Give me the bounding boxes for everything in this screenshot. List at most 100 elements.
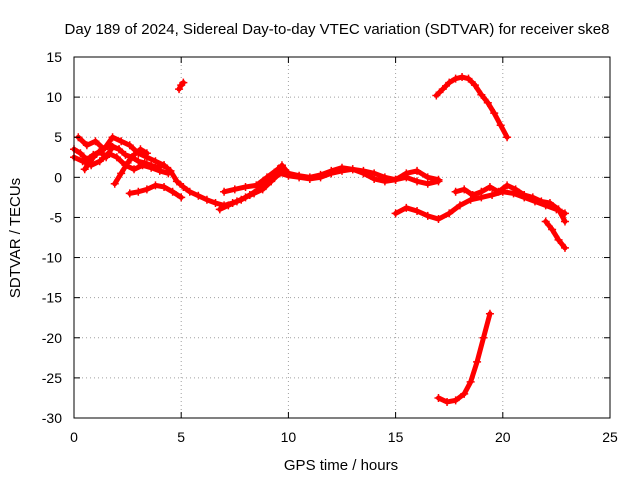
- data-point: [164, 169, 173, 178]
- data-point: [423, 173, 432, 182]
- data-point: [477, 187, 486, 196]
- y-tick-label: 10: [46, 89, 62, 105]
- data-point: [80, 165, 89, 174]
- data-point: [258, 185, 267, 194]
- series-arc-7: [175, 78, 188, 94]
- data-point: [224, 201, 233, 210]
- series-line: [393, 189, 568, 222]
- data-point: [548, 225, 557, 234]
- series-arc-15: [434, 309, 494, 406]
- data-point: [160, 161, 169, 170]
- y-tick-label: -5: [50, 209, 63, 225]
- data-point: [391, 175, 400, 184]
- data-point: [147, 163, 156, 172]
- data-point: [241, 193, 250, 202]
- x-tick-label: 10: [281, 429, 297, 445]
- data-point: [273, 166, 282, 175]
- data-point: [117, 137, 126, 146]
- data-point: [262, 173, 271, 182]
- y-tick-label: -15: [42, 290, 62, 306]
- data-point: [496, 121, 505, 130]
- series-arc-13: [541, 217, 569, 252]
- series-line: [435, 311, 493, 405]
- data-point: [175, 85, 184, 94]
- data-point: [470, 81, 479, 90]
- data-point: [443, 397, 452, 406]
- data-point: [82, 141, 91, 150]
- data-point: [155, 166, 164, 175]
- data-point: [479, 333, 488, 342]
- data-point: [136, 145, 145, 154]
- data-point: [252, 181, 261, 190]
- data-point: [380, 177, 389, 186]
- data-point: [537, 197, 546, 206]
- data-point: [316, 170, 325, 179]
- data-point: [413, 177, 422, 186]
- y-axis-label: SDTVAR / TECUs: [7, 178, 24, 298]
- y-tick-label: 15: [46, 49, 62, 65]
- data-point: [432, 91, 441, 100]
- data-point: [466, 377, 475, 386]
- data-point: [151, 181, 160, 190]
- data-point: [438, 85, 447, 94]
- data-point: [241, 182, 250, 191]
- data-point: [179, 78, 188, 87]
- series-arc-9: [220, 165, 282, 196]
- data-point: [413, 166, 422, 175]
- data-point: [194, 191, 203, 200]
- data-point: [359, 169, 368, 178]
- x-tick-label: 5: [177, 429, 185, 445]
- data-point: [520, 190, 529, 199]
- data-point: [494, 187, 503, 196]
- data-point: [125, 141, 134, 150]
- data-point: [130, 165, 139, 174]
- data-point: [115, 145, 124, 154]
- data-point: [211, 199, 220, 208]
- data-point: [78, 157, 87, 166]
- data-point: [370, 174, 379, 183]
- data-point: [434, 175, 443, 184]
- data-point: [458, 73, 467, 82]
- data-point: [434, 393, 443, 402]
- data-point: [477, 90, 486, 99]
- data-point: [460, 185, 469, 194]
- data-point: [284, 169, 293, 178]
- data-point: [391, 209, 400, 218]
- data-point: [106, 141, 115, 150]
- series-line: [543, 218, 568, 251]
- data-point: [451, 187, 460, 196]
- data-point: [451, 396, 460, 405]
- data-point: [202, 195, 211, 204]
- x-tick-label: 15: [388, 429, 404, 445]
- data-point: [104, 149, 113, 158]
- data-point: [503, 181, 512, 190]
- data-point: [220, 187, 229, 196]
- y-tick-label: 0: [54, 169, 62, 185]
- data-point: [460, 389, 469, 398]
- data-point: [230, 185, 239, 194]
- data-point: [267, 177, 276, 186]
- series-line: [433, 74, 510, 140]
- data-point: [541, 217, 550, 226]
- data-point: [130, 150, 139, 159]
- y-tick-label: 5: [54, 129, 62, 145]
- data-point: [117, 169, 126, 178]
- y-tick-label: -25: [42, 370, 62, 386]
- data-point: [91, 137, 100, 146]
- series-arc-5: [80, 141, 124, 174]
- data-point: [503, 133, 512, 142]
- data-point: [151, 157, 160, 166]
- data-series: [70, 73, 569, 406]
- data-point: [402, 203, 411, 212]
- data-point: [423, 211, 432, 220]
- data-point: [545, 199, 554, 208]
- data-point: [305, 173, 314, 182]
- chart-title: Day 189 of 2024, Sidereal Day-to-day VTE…: [65, 21, 610, 38]
- data-point: [490, 109, 499, 118]
- data-point: [445, 209, 454, 218]
- data-point: [134, 157, 143, 166]
- data-point: [473, 357, 482, 366]
- data-point: [434, 215, 443, 224]
- x-axis-label: GPS time / hours: [284, 457, 398, 474]
- data-point: [215, 205, 224, 214]
